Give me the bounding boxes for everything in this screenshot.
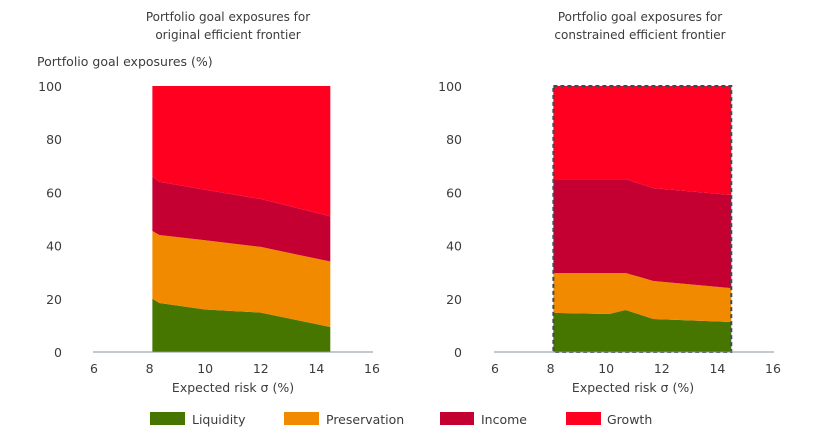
y-tick-label: 0	[454, 345, 462, 360]
y-tick-label: 80	[446, 132, 462, 147]
x-tick-label: 10	[197, 361, 213, 376]
x-tick-label: 8	[146, 361, 154, 376]
area-liquidity	[152, 298, 331, 352]
x-tick-label: 8	[547, 361, 555, 376]
x-tick-label: 6	[90, 361, 98, 376]
chart-panel-original: Portfolio goal exposures for original ef…	[38, 10, 380, 395]
area-preservation	[152, 230, 331, 327]
y-tick-label: 60	[446, 185, 462, 200]
x-tick-label: 12	[654, 361, 670, 376]
area-income	[152, 176, 331, 262]
y-tick-label: 40	[446, 239, 462, 254]
y-tick-label: 40	[46, 239, 62, 254]
chart-title-line1: Portfolio goal exposures for	[558, 10, 722, 24]
x-tick-label: 12	[253, 361, 269, 376]
area-growth	[553, 86, 732, 196]
chart-title-line2: constrained efficient frontier	[554, 28, 725, 42]
legend-label-preservation: Preservation	[326, 412, 404, 427]
legend-swatch-preservation	[284, 412, 319, 425]
y-tick-label: 100	[438, 79, 462, 94]
y-tick-label: 60	[46, 185, 62, 200]
legend-label-income: Income	[481, 412, 527, 427]
legend: Liquidity Preservation Income Growth	[150, 412, 652, 427]
x-tick-label: 16	[364, 361, 380, 376]
area-preservation	[553, 272, 732, 322]
y-tick-label: 80	[46, 132, 62, 147]
x-tick-label: 14	[308, 361, 324, 376]
area-liquidity	[553, 309, 732, 352]
x-tick-label: 6	[491, 361, 499, 376]
x-axis-title: Expected risk σ (%)	[172, 380, 294, 395]
y-axis-title: Portfolio goal exposures (%)	[37, 54, 213, 69]
y-tick-label: 100	[38, 79, 62, 94]
x-tick-label: 14	[709, 361, 725, 376]
legend-swatch-growth	[566, 412, 601, 425]
y-tick-label: 20	[46, 292, 62, 307]
legend-swatch-income	[440, 412, 474, 425]
y-tick-label: 20	[446, 292, 462, 307]
x-tick-label: 16	[765, 361, 781, 376]
area-growth	[152, 86, 331, 217]
legend-swatch-liquidity	[150, 412, 185, 425]
chart-title-line2: original efficient frontier	[155, 28, 300, 42]
y-tick-label: 0	[54, 345, 62, 360]
x-axis-title: Expected risk σ (%)	[572, 380, 694, 395]
legend-label-liquidity: Liquidity	[192, 412, 246, 427]
area-income	[553, 179, 732, 289]
chart-title-line1: Portfolio goal exposures for	[146, 10, 310, 24]
legend-label-growth: Growth	[607, 412, 652, 427]
chart-panel-constrained: Portfolio goal exposures for constrained…	[438, 10, 781, 395]
x-tick-label: 10	[598, 361, 614, 376]
